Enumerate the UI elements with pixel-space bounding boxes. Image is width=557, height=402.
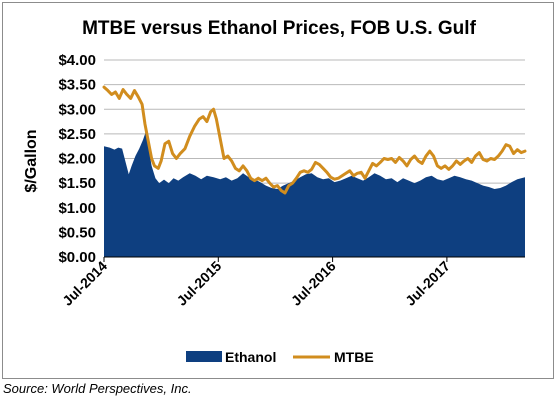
y-tick-label-5: $2.50 [58,126,96,143]
chart-canvas: MTBE versus Ethanol Prices, FOB U.S. Gul… [23,18,527,365]
legend-label-mtbe: MTBE [334,349,374,365]
x-tick-labels: Jul-2014 Jul-2015 Jul-2016 Jul-2017 [59,258,453,309]
y-tick-label-8: $4.00 [58,52,96,69]
y-tick-label-2: $1.00 [58,200,96,217]
legend: Ethanol MTBE [186,349,374,365]
mtbe-line-layer [102,85,527,195]
y-tick-label-3: $1.50 [58,175,96,192]
chart-frame: MTBE versus Ethanol Prices, FOB U.S. Gul… [2,2,554,379]
y-tick-label-0: $0.00 [58,249,96,266]
mtbe-line [102,85,527,195]
legend-label-ethanol: Ethanol [225,349,276,365]
chart-title: MTBE versus Ethanol Prices, FOB U.S. Gul… [82,18,476,39]
y-axis-label: $/Gallon [23,129,40,192]
y-tick-label-6: $3.00 [58,101,96,118]
source-note: Source: World Perspectives, Inc. [3,381,192,396]
legend-swatch-ethanol [186,351,222,362]
x-tick-label-3: Jul-2017 [402,258,453,309]
x-tick-label-2: Jul-2016 [288,258,339,309]
y-tick-label-7: $3.50 [58,77,96,94]
y-tick-labels: $0.00 $0.50 $1.00 $1.50 $2.00 $2.50 $3.00 $3.50… [58,52,96,266]
ethanol-area [104,131,525,257]
y-tick-label-1: $0.50 [58,224,96,241]
axes [103,256,525,262]
y-tick-label-4: $2.00 [58,151,96,168]
ethanol-area-layer [104,131,525,257]
x-tick-label-1: Jul-2015 [173,258,224,309]
